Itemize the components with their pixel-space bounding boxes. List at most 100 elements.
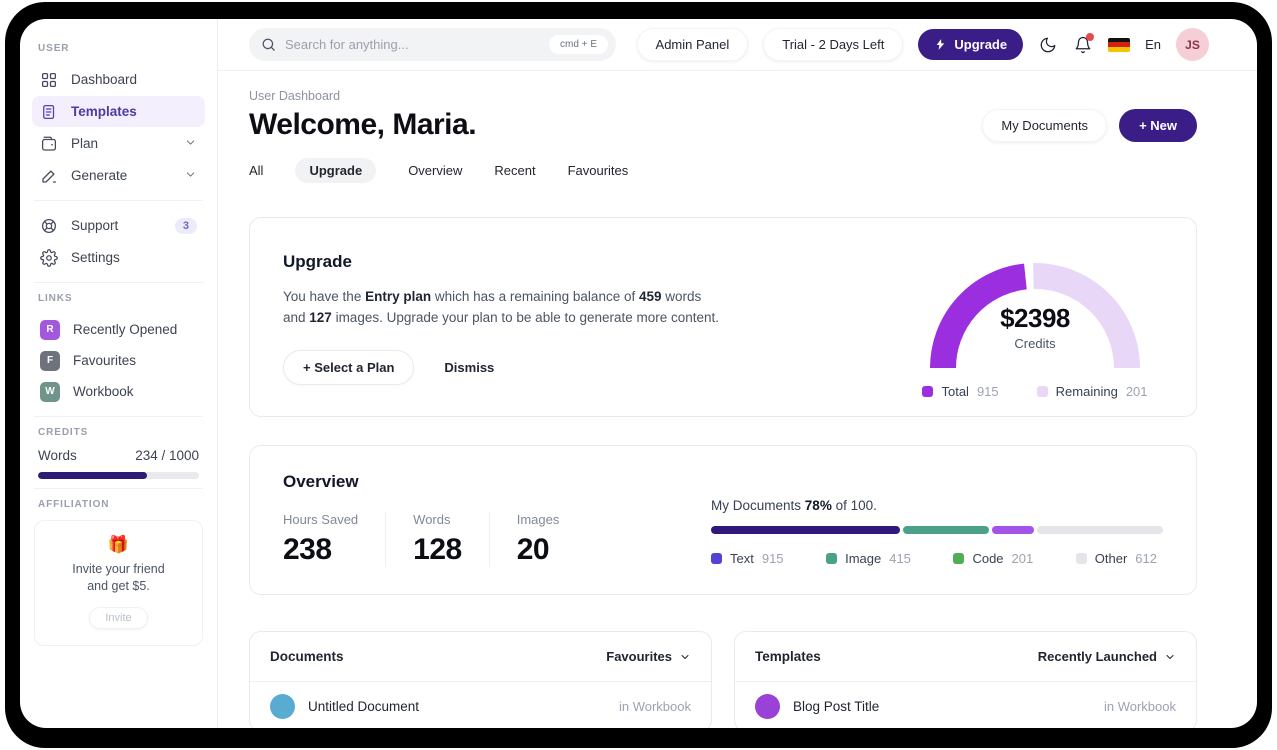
trial-status-button[interactable]: Trial - 2 Days Left <box>763 28 904 61</box>
sidebar-item-templates[interactable]: Templates <box>32 96 205 127</box>
document-row[interactable]: Untitled Document in Workbook <box>250 682 711 728</box>
overview-left: Overview Hours Saved 238 Words 128 Image… <box>283 472 586 568</box>
select-plan-button[interactable]: + Select a Plan <box>283 349 415 385</box>
document-title: Untitled Document <box>308 699 420 714</box>
document-location: in Workbook <box>618 699 691 714</box>
sidebar-item-label: Settings <box>71 250 120 265</box>
legend-item-remaining: Remaining 201 <box>1036 384 1148 399</box>
sidebar-link-recently-opened[interactable]: R Recently Opened <box>32 314 205 345</box>
stat-images: Images 20 <box>488 512 587 567</box>
sidebar-item-generate[interactable]: Generate <box>32 160 205 191</box>
sidebar-section-user: USER <box>38 43 70 54</box>
search-input[interactable] <box>285 37 550 52</box>
documents-card-title: Documents <box>270 649 344 664</box>
tab-recent[interactable]: Recent <box>494 163 536 178</box>
moon-icon <box>1040 37 1056 52</box>
tab-favourites[interactable]: Favourites <box>567 163 629 178</box>
legend-item-other: Other 612 <box>1075 551 1157 566</box>
document-avatar <box>270 694 295 719</box>
sidebar-section-affiliation: AFFILIATION <box>38 499 110 510</box>
templates-filter-dropdown[interactable]: Recently Launched <box>1038 649 1176 664</box>
dashboard-grid-icon <box>41 72 57 87</box>
link-initial-badge: R <box>40 319 60 340</box>
tab-overview[interactable]: Overview <box>408 163 463 178</box>
overview-stats: Hours Saved 238 Words 128 Images 20 <box>283 512 586 567</box>
sidebar-item-plan[interactable]: Plan <box>32 128 205 159</box>
credits-progress-fill <box>38 472 148 479</box>
segment-other <box>1036 526 1163 534</box>
link-label: Recently Opened <box>73 322 178 337</box>
upgrade-card: Upgrade You have the Entry plan which ha… <box>249 217 1197 417</box>
template-avatar <box>755 694 780 719</box>
language-selector[interactable]: En <box>1145 37 1161 52</box>
upgrade-actions: + Select a Plan Dismiss <box>283 349 723 385</box>
gauge-remaining-arc <box>1033 262 1140 369</box>
settings-gear-icon <box>40 248 58 267</box>
search-bar[interactable]: cmd + E <box>249 28 616 61</box>
template-location: in Workbook <box>1103 699 1176 714</box>
topbar: cmd + E Admin Panel Trial - 2 Days Left … <box>218 19 1257 71</box>
legend-item-text: Text 915 <box>711 551 784 566</box>
documents-filter-dropdown[interactable]: Favourites <box>606 649 691 664</box>
link-initial-badge: F <box>40 350 60 371</box>
plan-wallet-icon <box>41 136 57 151</box>
topbar-actions: Admin Panel Trial - 2 Days Left Upgrade … <box>636 28 1209 61</box>
user-avatar[interactable]: JS <box>1176 28 1209 61</box>
stat-hours-saved: Hours Saved 238 <box>283 512 359 566</box>
link-label: Workbook <box>73 384 134 399</box>
gauge-total-arc <box>930 263 1028 369</box>
upgrade-button[interactable]: Upgrade <box>918 29 1024 60</box>
page-title: Welcome, Maria. <box>249 108 477 141</box>
sidebar-link-favourites[interactable]: F Favourites <box>32 345 205 376</box>
credits-words-row: Words 234 / 1000 <box>38 448 199 463</box>
legend-swatch <box>953 553 965 564</box>
app-window: USER Dashboard Templates Plan Generate S… <box>20 19 1257 728</box>
segment-image <box>903 526 990 534</box>
gauge-value: $2398 <box>1000 303 1070 333</box>
sidebar-item-settings[interactable]: Settings <box>32 242 205 273</box>
affiliation-card: 🎁 Invite your friend and get $5. Invite <box>34 520 203 646</box>
sidebar-item-label: Plan <box>71 136 99 151</box>
tab-all[interactable]: All <box>249 163 264 178</box>
templates-card: Templates Recently Launched Blog Post Ti… <box>734 631 1197 728</box>
template-title: Blog Post Title <box>793 699 880 714</box>
gauge-chart: $2398 Credits <box>915 246 1155 376</box>
legend-swatch <box>711 553 722 564</box>
dismiss-button[interactable]: Dismiss <box>444 359 495 375</box>
support-count-badge: 3 <box>174 217 197 234</box>
sidebar-item-dashboard[interactable]: Dashboard <box>32 64 205 95</box>
upgrade-card-title: Upgrade <box>283 252 352 271</box>
documents-card: Documents Favourites Untitled Document i… <box>249 631 712 728</box>
notification-dot <box>1086 32 1095 41</box>
admin-panel-button[interactable]: Admin Panel <box>636 28 749 61</box>
sidebar-divider <box>34 416 203 417</box>
templates-card-title: Templates <box>755 649 821 664</box>
documents-card-header: Documents Favourites <box>250 632 711 682</box>
sidebar-link-workbook[interactable]: W Workbook <box>32 376 205 407</box>
notifications-button[interactable] <box>1073 32 1095 55</box>
tab-upgrade[interactable]: Upgrade <box>295 158 377 183</box>
new-button[interactable]: + New <box>1119 108 1197 142</box>
sidebar-item-label: Templates <box>71 104 137 119</box>
sidebar-item-support[interactable]: Support 3 <box>32 210 205 241</box>
sidebar-divider <box>34 200 203 201</box>
keyboard-shortcut-badge: cmd + E <box>549 35 608 54</box>
link-label: Favourites <box>73 353 137 368</box>
sidebar-divider <box>34 488 203 489</box>
dark-mode-toggle[interactable] <box>1038 35 1058 55</box>
legend-swatch <box>1036 386 1048 397</box>
generate-pencil-icon <box>42 169 57 183</box>
my-documents-button[interactable]: My Documents <box>982 108 1108 142</box>
chevron-down-icon <box>184 136 197 152</box>
german-flag-icon[interactable] <box>1108 37 1131 52</box>
chevron-down-icon <box>1166 654 1174 659</box>
template-row[interactable]: Blog Post Title in Workbook <box>735 682 1196 728</box>
invite-button[interactable]: Invite <box>89 606 148 629</box>
sidebar-divider <box>34 282 203 283</box>
gauge-legend: Total 915 Remaining 201 <box>910 384 1160 399</box>
invite-text: Invite your friend and get $5. <box>72 562 165 593</box>
segment-text <box>711 526 901 534</box>
sidebar: USER Dashboard Templates Plan Generate S… <box>20 19 218 728</box>
bell-icon <box>1075 36 1091 53</box>
tab-bar: All Upgrade Overview Recent Favourites <box>249 158 1197 183</box>
